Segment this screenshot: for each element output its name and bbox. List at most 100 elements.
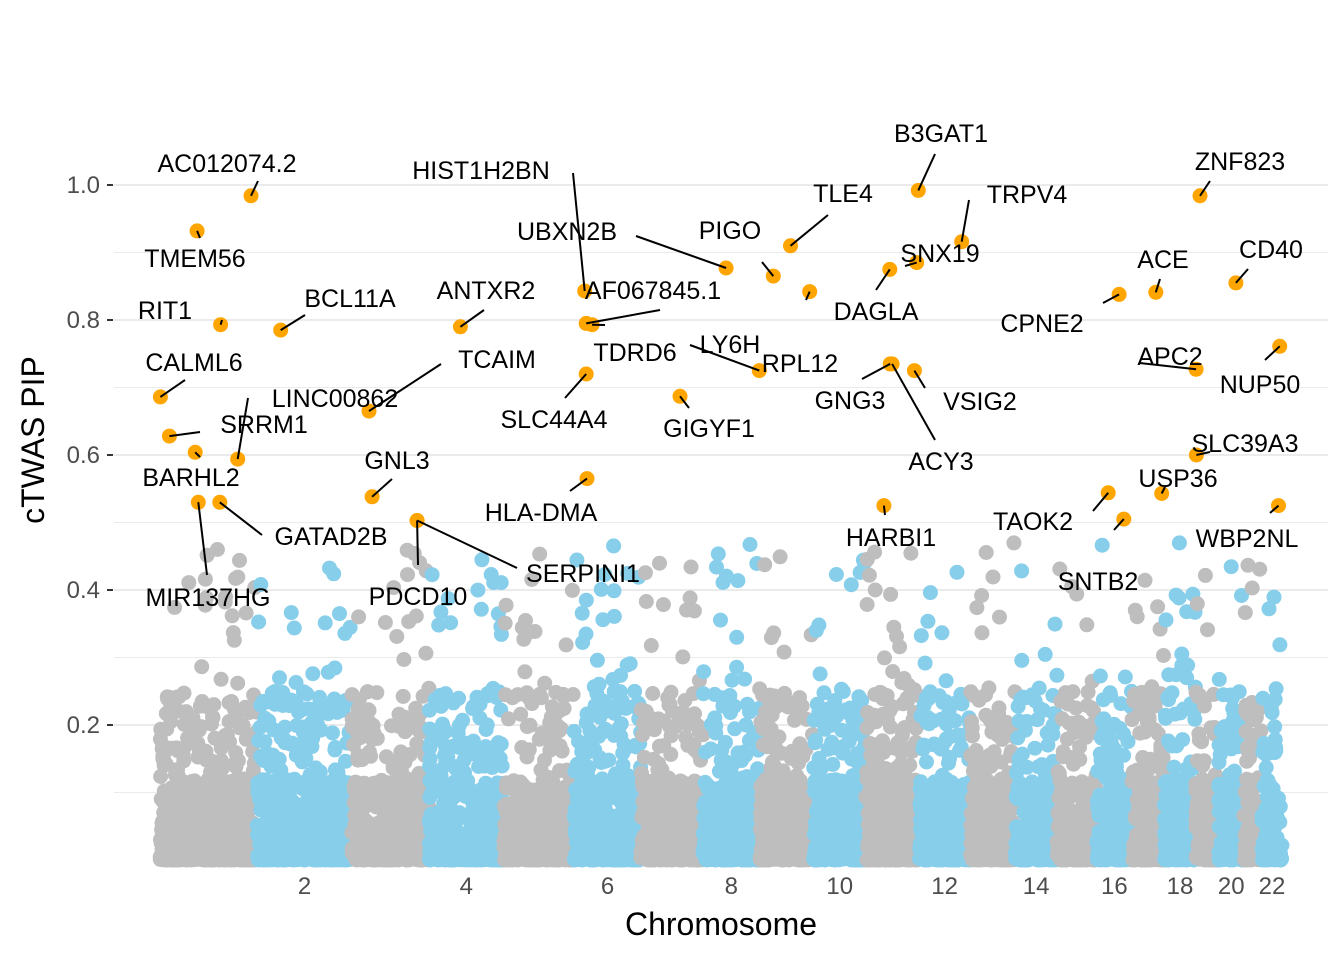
gene-point (438, 724, 454, 739)
gene-point (296, 701, 312, 717)
x-tick-label: 22 (1259, 873, 1286, 900)
gene-point (497, 615, 513, 631)
gene-point (920, 613, 936, 629)
gene-point (396, 652, 412, 667)
gene-point (408, 608, 424, 624)
gene-point (390, 852, 405, 868)
gene-point (369, 730, 385, 746)
gene-point (598, 805, 614, 821)
gene-point (764, 707, 780, 723)
gene-point (752, 681, 768, 697)
gene-point (687, 706, 702, 722)
gene-point (768, 805, 784, 821)
gene-point (941, 751, 957, 767)
gene-point (885, 664, 901, 679)
gene-point (309, 701, 325, 717)
gene-point (400, 747, 416, 763)
gene-point (574, 605, 590, 621)
gene-point (194, 694, 210, 709)
gene-point (232, 552, 247, 568)
gene-point (440, 841, 456, 857)
gene-point (820, 741, 836, 757)
gene-point (204, 716, 219, 732)
gene-point (597, 753, 613, 769)
gene-point (309, 799, 325, 815)
gene-point (463, 821, 478, 837)
gene-point (197, 597, 213, 613)
gene-point (578, 592, 594, 608)
gene-point (338, 753, 353, 769)
gene-point (304, 739, 320, 755)
gene-point (294, 828, 309, 843)
gene-point (760, 791, 776, 807)
gene-point (403, 851, 418, 867)
gene-point (395, 688, 411, 704)
gene-point (424, 567, 440, 583)
gene-point (642, 710, 658, 726)
gene-point (181, 575, 197, 591)
gene-point (622, 656, 638, 672)
gene-point (716, 807, 732, 823)
gene-point (483, 567, 499, 582)
gene-point (808, 852, 824, 868)
gene-point (256, 753, 272, 768)
gene-point (176, 717, 192, 732)
gene-point (360, 702, 376, 718)
gene-point (893, 756, 909, 772)
gene-point (738, 717, 754, 733)
gene-point (583, 826, 598, 842)
x-tick-label: 10 (826, 873, 853, 900)
gene-point (655, 597, 671, 613)
gene-point (578, 744, 594, 760)
gene-point (455, 852, 471, 868)
gene-point (449, 809, 465, 825)
gene-point (351, 609, 367, 625)
gene-point (277, 818, 293, 834)
gene-point (828, 567, 844, 582)
gene-point (213, 671, 229, 687)
gene-point (707, 686, 723, 702)
x-tick-label: 20 (1218, 873, 1245, 900)
gene-point (155, 749, 171, 765)
gene-point (638, 594, 654, 609)
gene-point (766, 625, 782, 641)
gene-point (430, 763, 446, 779)
gene-point (445, 789, 461, 805)
gene-point (645, 686, 661, 701)
gene-point (170, 798, 186, 813)
gene-point (608, 766, 623, 782)
gene-point (374, 777, 390, 793)
gene-point (348, 709, 364, 725)
gene-point (180, 730, 196, 746)
gene-point (778, 844, 794, 860)
gene-point (283, 692, 299, 708)
gene-point (537, 675, 553, 691)
gene-point (197, 571, 213, 587)
gene-point (346, 737, 362, 753)
gene-point (478, 722, 494, 737)
gene-point (395, 718, 411, 734)
gene-point (757, 557, 773, 573)
gene-point (251, 733, 267, 749)
y-tick-label: 0.4 (67, 577, 100, 604)
gene-point (586, 788, 602, 804)
gene-point (808, 622, 824, 638)
gene-point (913, 708, 929, 724)
gene-point (627, 683, 643, 699)
gene-point (266, 722, 282, 738)
gene-point (369, 685, 385, 701)
axes: 0.20.40.60.81.02 4 6 8 10 12 14 16 18 20 22 (67, 172, 1286, 900)
gene-point (492, 750, 508, 766)
gene-point (735, 770, 751, 786)
y-tick-label: 0.6 (67, 442, 100, 469)
gene-point (737, 671, 753, 687)
gene-point (351, 692, 367, 708)
gene-point (153, 769, 169, 784)
gene-point (223, 774, 239, 789)
gene-point (474, 552, 490, 568)
gene-point (517, 664, 533, 680)
gene-point (308, 819, 324, 835)
gene-point (378, 749, 394, 765)
gene-point (412, 555, 428, 571)
gene-point (558, 637, 574, 653)
